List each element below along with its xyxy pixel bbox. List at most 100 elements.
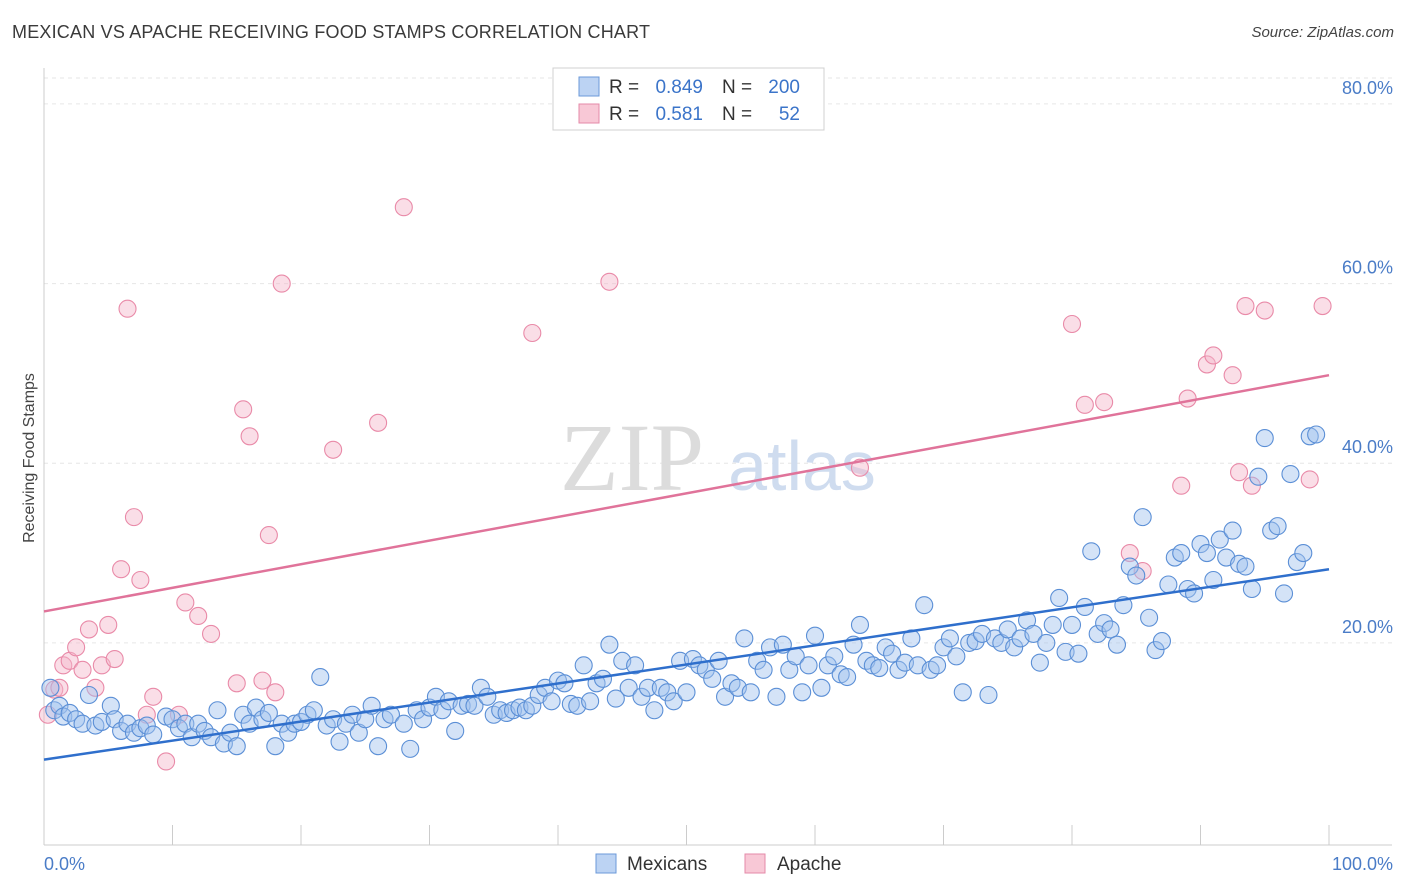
apache-point-6 <box>73 660 92 679</box>
mexicans-point-67 <box>478 687 497 706</box>
y-tick-label-40: 40.0% <box>1342 437 1393 457</box>
mexicans-point-188 <box>1255 429 1274 448</box>
mexicans-point-125 <box>850 615 870 634</box>
mexicans-point-178 <box>1191 535 1210 554</box>
mexicans-point-152 <box>1024 624 1043 643</box>
mexicans-point-91 <box>632 687 651 706</box>
legend-n-label-apache: N = <box>722 104 752 125</box>
legend-r-label-apache: R = <box>609 104 639 125</box>
mexicans-point-16 <box>137 716 156 735</box>
apache-point-45 <box>1223 366 1242 385</box>
mexicans-point-138 <box>934 638 953 657</box>
mexicans-points <box>41 425 1326 758</box>
mexicans-point-130 <box>883 644 902 663</box>
bottom-legend-swatch-mexicans <box>595 853 617 874</box>
apache-point-18 <box>157 752 176 771</box>
mexicans-point-34 <box>259 703 278 723</box>
mexicans-point-131 <box>889 660 908 679</box>
mexicans-point-141 <box>953 683 972 702</box>
mexicans-point-121 <box>825 647 844 666</box>
legend-r-value-apache: 0.581 <box>655 104 703 125</box>
apache-point-27 <box>259 526 278 545</box>
mexicans-point-153 <box>1030 653 1049 672</box>
apache-point-51 <box>1313 296 1332 316</box>
axes <box>43 68 1392 846</box>
mexicans-point-192 <box>1281 464 1300 484</box>
mexicans-point-54 <box>394 714 413 733</box>
stats-legend: R = 0.849 N = 200 R = 0.581 N = 52 <box>552 67 825 131</box>
mexicans-point-171 <box>1146 641 1165 660</box>
mexicans-point-98 <box>677 683 696 702</box>
mexicans-point-80 <box>561 694 580 714</box>
y-tick-labels: 20.0% 40.0% 60.0% 80.0% <box>1342 78 1393 637</box>
watermark: ZIP atlas <box>560 404 876 511</box>
mexicans-point-165 <box>1107 635 1127 654</box>
mexicans-point-51 <box>369 737 388 756</box>
bottom-legend-mexicans: Mexicans <box>627 854 707 875</box>
apache-point-44 <box>1204 346 1223 365</box>
legend-r-label-mexicans: R = <box>609 77 639 98</box>
y-tick-label-80: 80.0% <box>1342 78 1393 98</box>
mexicans-point-10 <box>101 696 120 715</box>
mexicans-point-110 <box>754 660 773 679</box>
bottom-legend-swatch-apache <box>744 853 766 874</box>
y-tick-label-60: 60.0% <box>1342 258 1393 278</box>
mexicans-point-183 <box>1223 521 1242 540</box>
mexicans-point-57 <box>414 710 433 729</box>
mexicans-point-179 <box>1197 544 1216 563</box>
mexicans-point-190 <box>1268 517 1287 536</box>
mexicans-point-185 <box>1236 557 1255 576</box>
apache-point-31 <box>369 413 388 432</box>
mexicans-point-77 <box>542 692 561 711</box>
mexicans-point-140 <box>947 647 966 666</box>
mexicans-point-86 <box>600 635 619 654</box>
mexicans-point-87 <box>606 689 625 708</box>
apache-point-47 <box>1236 296 1255 316</box>
mexicans-point-142 <box>960 633 979 652</box>
mexicans-point-93 <box>645 701 664 720</box>
x-tick-label-max: 100.0% <box>1332 854 1393 874</box>
apache-point-37 <box>1075 395 1094 414</box>
mexicans-point-128 <box>870 658 889 678</box>
mexicans-point-123 <box>838 667 857 687</box>
legend-swatch-apache <box>578 103 600 124</box>
trend-lines <box>43 373 1330 761</box>
mexicans-point-187 <box>1249 467 1268 486</box>
mexicans-point-154 <box>1037 633 1056 652</box>
apache-point-25 <box>240 427 259 446</box>
x-tick-label-min: 0.0% <box>44 854 85 874</box>
apache-point-10 <box>99 615 118 634</box>
apache-point-22 <box>202 624 221 643</box>
gridlines <box>44 77 1392 644</box>
mexicans-point-195 <box>1300 427 1319 446</box>
mexicans-point-42 <box>311 667 330 687</box>
apache-point-8 <box>86 678 105 697</box>
apache-point-21 <box>189 606 208 625</box>
mexicans-point-102 <box>703 669 722 688</box>
mexicans-point-117 <box>799 656 818 675</box>
y-tick-label-20: 20.0% <box>1342 617 1393 637</box>
mexicans-point-7 <box>79 685 99 705</box>
source-label: Source: ZipAtlas.com <box>1251 24 1394 41</box>
mexicans-point-168 <box>1127 566 1146 585</box>
legend-swatch-mexicans <box>578 76 600 97</box>
mexicans-point-29 <box>227 737 246 756</box>
mexicans-point-23 <box>189 714 208 733</box>
mexicans-trend-line <box>43 567 1330 761</box>
mexicans-point-137 <box>928 656 947 675</box>
chart-title: MEXICAN VS APACHE RECEIVING FOOD STAMPS … <box>12 22 651 42</box>
mexicans-point-158 <box>1062 615 1082 634</box>
mexicans-point-41 <box>304 701 323 720</box>
mexicans-point-26 <box>208 701 227 720</box>
mexicans-point-194 <box>1294 544 1313 563</box>
apache-trend-line <box>43 373 1330 613</box>
apache-point-23 <box>227 674 246 693</box>
apache-point-15 <box>131 570 150 590</box>
mexicans-point-175 <box>1172 544 1191 563</box>
legend-n-value-apache: 52 <box>779 104 800 125</box>
apache-point-17 <box>144 687 163 706</box>
apache-point-41 <box>1172 476 1191 495</box>
apache-point-42 <box>1178 389 1197 408</box>
mexicans-point-193 <box>1287 552 1306 572</box>
mexicans-point-96 <box>664 692 683 711</box>
